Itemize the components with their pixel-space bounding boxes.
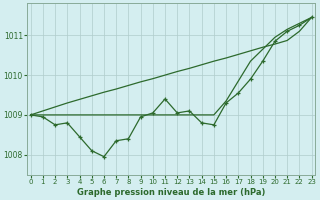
X-axis label: Graphe pression niveau de la mer (hPa): Graphe pression niveau de la mer (hPa) [77, 188, 265, 197]
